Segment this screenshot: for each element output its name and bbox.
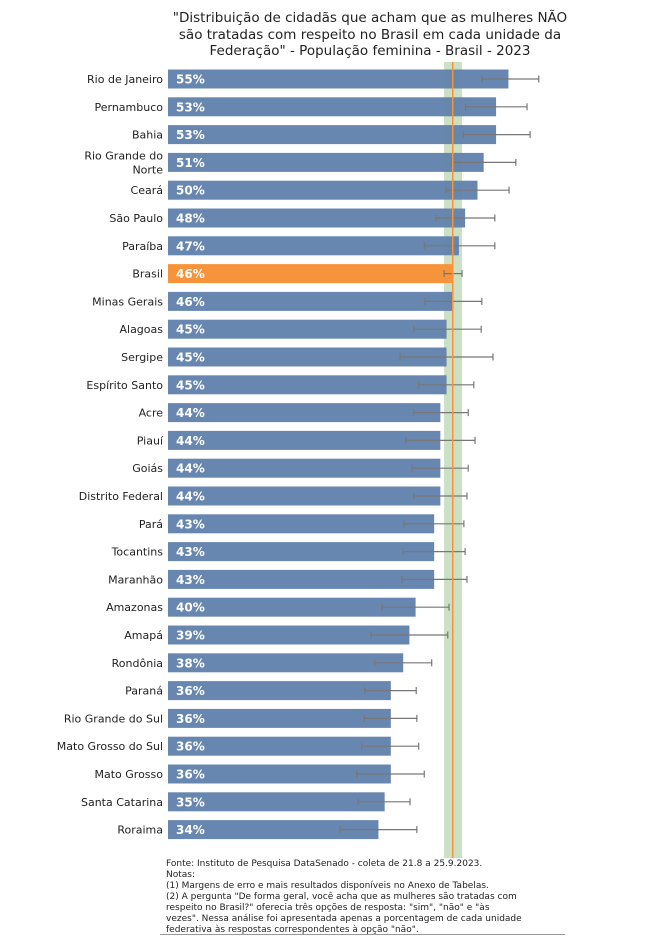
category-label: Rio Grande do	[84, 149, 163, 162]
category-label: Bahia	[132, 129, 163, 142]
category-label: Maranhão	[108, 573, 163, 586]
category-label: Rondônia	[112, 657, 163, 670]
category-label: Amazonas	[106, 601, 163, 614]
category-label: Mato Grosso do Sul	[57, 740, 163, 753]
value-label: 51%	[176, 156, 205, 170]
note-2: (2) A pergunta "De forma geral, você ach…	[166, 892, 517, 902]
value-label: 45%	[176, 378, 205, 392]
category-label: Norte	[132, 163, 163, 176]
bar	[168, 708, 391, 728]
category-label: Santa Catarina	[81, 796, 163, 809]
value-label: 44%	[176, 434, 205, 448]
category-label: Paraná	[125, 685, 163, 698]
category-label: São Paulo	[109, 212, 163, 225]
value-label: 40%	[176, 601, 205, 615]
bar	[168, 291, 453, 311]
category-label: Sergipe	[121, 351, 163, 364]
bar	[168, 347, 447, 367]
bar	[168, 430, 441, 450]
category-label: Rio Grande do Sul	[64, 712, 163, 725]
value-label: 36%	[176, 740, 205, 754]
bar	[168, 236, 459, 256]
bar-chart: 55% Rio de Janeiro 53% Pernambuco 53% Bahia 51…	[57, 62, 540, 858]
category-label: Ceará	[131, 184, 163, 197]
bar	[168, 569, 435, 589]
value-label: 39%	[176, 629, 205, 643]
bar	[168, 319, 447, 339]
value-label: 47%	[176, 239, 205, 253]
value-label: 36%	[176, 684, 205, 698]
category-label: Rio de Janeiro	[87, 73, 163, 86]
value-label: 34%	[176, 823, 205, 837]
bar	[168, 736, 391, 756]
category-label: Espírito Santo	[86, 379, 163, 392]
bar	[168, 625, 410, 645]
title-line: "Distribuição de cidadãs que acham que a…	[172, 10, 568, 26]
value-label: 44%	[176, 490, 205, 504]
value-label: 46%	[176, 267, 205, 281]
note-1: (1) Margens de erro e mais resultados di…	[166, 881, 489, 891]
category-label: Acre	[139, 407, 164, 420]
value-label: 36%	[176, 768, 205, 782]
bar	[168, 542, 435, 562]
category-label: Tocantins	[111, 546, 164, 559]
category-label: Piauí	[137, 434, 164, 447]
bar	[168, 486, 441, 506]
category-label: Amapá	[124, 629, 163, 642]
value-label: 43%	[176, 517, 205, 531]
value-label: 45%	[176, 351, 205, 365]
source-note: Fonte: Instituto de Pesquisa DataSenado …	[166, 859, 483, 869]
note-2: vezes". Nessa análise foi apresentada ap…	[166, 914, 522, 924]
value-label: 48%	[176, 212, 205, 226]
note-2: federativa às respostas correspondentes …	[166, 925, 419, 935]
value-label: 50%	[176, 184, 205, 198]
chart-title: "Distribuição de cidadãs que acham que a…	[160, 10, 580, 60]
bar	[168, 764, 391, 784]
category-label: Paraíba	[122, 240, 163, 253]
value-label: 43%	[176, 545, 205, 559]
value-label: 43%	[176, 573, 205, 587]
category-label: Goiás	[132, 462, 163, 475]
bar	[168, 264, 453, 284]
bar	[168, 125, 497, 145]
category-label: Distrito Federal	[79, 490, 163, 503]
category-label: Pernambuco	[95, 101, 164, 114]
value-label: 55%	[176, 73, 205, 87]
bar	[168, 820, 379, 840]
value-label: 44%	[176, 406, 205, 420]
chart-notes: Fonte: Instituto de Pesquisa DataSenado …	[166, 859, 566, 936]
divider	[160, 934, 565, 935]
note-2: respeito no Brasil?" oferecia três opçõe…	[166, 903, 490, 913]
bar	[168, 403, 441, 423]
category-label: Minas Gerais	[92, 295, 163, 308]
value-label: 35%	[176, 795, 205, 809]
category-label: Roraima	[117, 824, 163, 837]
value-label: 38%	[176, 656, 205, 670]
value-label: 45%	[176, 323, 205, 337]
category-label: Alagoas	[119, 323, 163, 336]
value-label: 53%	[176, 128, 205, 142]
value-label: 44%	[176, 462, 205, 476]
bar	[168, 152, 484, 172]
bar	[168, 208, 466, 228]
bar	[168, 681, 391, 701]
bar	[168, 69, 509, 89]
bar	[168, 458, 441, 478]
bar	[168, 97, 497, 117]
bar	[168, 514, 435, 534]
value-label: 53%	[176, 100, 205, 114]
bar	[168, 597, 416, 617]
category-label: Mato Grosso	[95, 768, 164, 781]
bar	[168, 792, 385, 812]
value-label: 46%	[176, 295, 205, 309]
title-line: são tratadas com respeito no Brasil em c…	[178, 26, 562, 43]
bar	[168, 653, 404, 673]
title-line: Federação" - População feminina - Brasil…	[209, 43, 531, 59]
bar	[168, 375, 447, 395]
bar	[168, 180, 478, 200]
category-label: Pará	[139, 518, 163, 531]
value-label: 36%	[176, 712, 205, 726]
notes-heading: Notas:	[166, 870, 196, 880]
category-label: Brasil	[132, 268, 163, 281]
